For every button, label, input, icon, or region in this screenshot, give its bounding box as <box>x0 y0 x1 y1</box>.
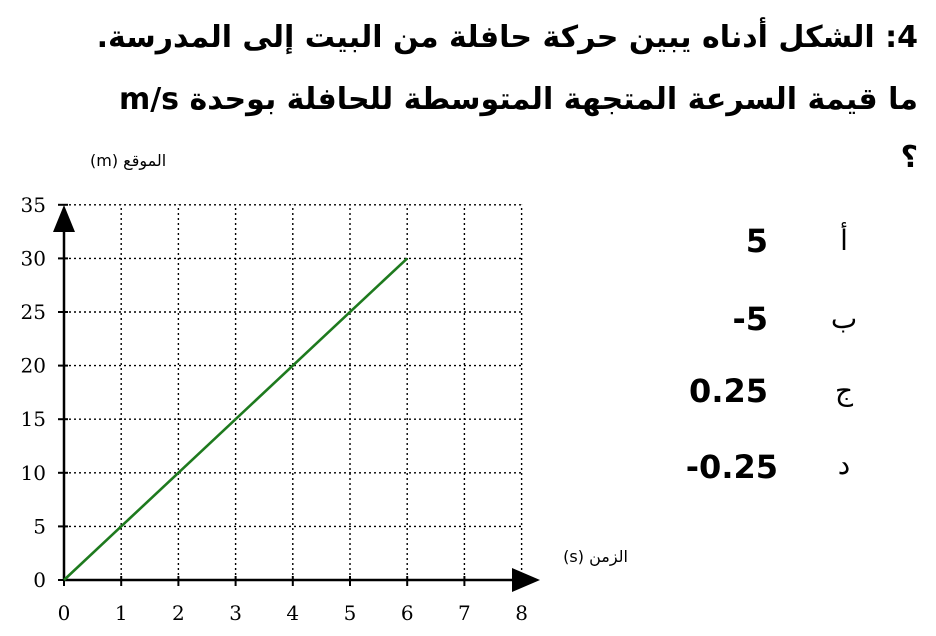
option-d-value[interactable]: -0.25 <box>685 448 778 486</box>
chart-grid <box>64 204 523 580</box>
question-line-1: 4: الشكل أدناه يبين حركة حافلة من البيت … <box>96 20 918 55</box>
option-b-value[interactable]: -5 <box>732 300 768 338</box>
series-line <box>63 257 409 581</box>
y-tick-label: 0 <box>33 568 46 592</box>
y-tick-label: 15 <box>21 407 46 431</box>
y-axis-arrow <box>53 205 75 232</box>
y-axis-label: الموقع (m) <box>90 151 166 171</box>
chart-series <box>63 257 409 581</box>
option-a-letter[interactable]: أ <box>840 224 848 257</box>
y-tick-label: 5 <box>33 514 46 538</box>
option-a-value[interactable]: 5 <box>745 222 768 260</box>
x-tick-label: 5 <box>344 601 357 625</box>
chart-ticks: 0 1 2 3 4 5 6 7 8 0 5 10 15 20 25 30 35 <box>21 193 528 625</box>
question-mark: ؟ <box>900 140 918 175</box>
x-axis-label: الزمن (s) <box>563 547 628 567</box>
option-b-letter[interactable]: ب <box>830 302 858 335</box>
y-tick-label: 20 <box>21 354 46 378</box>
y-tick-label: 35 <box>21 193 46 217</box>
y-tick-label: 25 <box>21 300 46 324</box>
option-d-letter[interactable]: د <box>837 448 851 481</box>
x-tick-label: 2 <box>172 601 185 625</box>
y-tick-label: 10 <box>21 461 46 485</box>
x-tick-label: 7 <box>458 601 471 625</box>
position-time-chart: 0 1 2 3 4 5 6 7 8 0 5 10 15 20 25 30 35 الموقع (m) الزمن… <box>21 151 628 625</box>
x-tick-label: 4 <box>286 601 299 625</box>
y-tick-label: 30 <box>21 246 46 270</box>
x-tick-label: 0 <box>58 601 71 625</box>
x-axis-arrow <box>512 568 540 592</box>
chart-axes <box>53 205 540 592</box>
option-c-letter[interactable]: ج <box>834 374 854 407</box>
x-tick-label: 3 <box>229 601 242 625</box>
option-c-value[interactable]: 0.25 <box>689 372 768 410</box>
question-line-2: ما قيمة السرعة المتجهة المتوسطة للحافلة … <box>118 82 918 117</box>
x-tick-label: 1 <box>115 601 128 625</box>
x-tick-label: 6 <box>401 601 414 625</box>
x-tick-label: 8 <box>515 601 528 625</box>
